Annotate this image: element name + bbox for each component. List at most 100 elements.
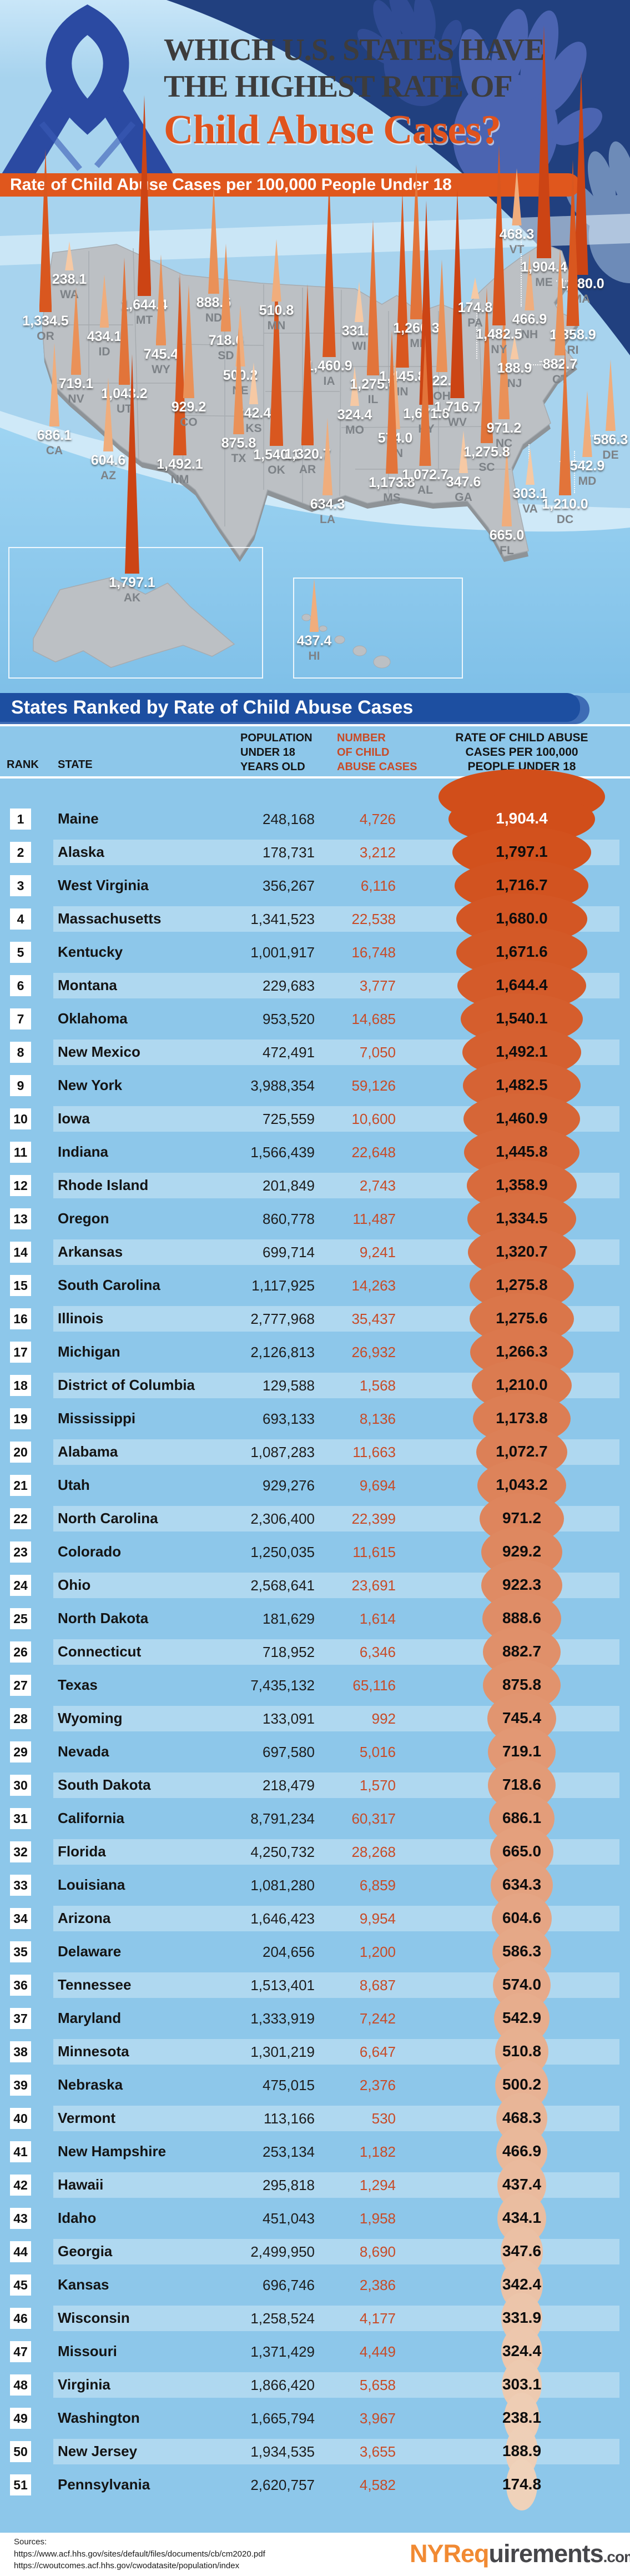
rate-cell-49: 238.1 xyxy=(502,2409,542,2426)
map-value-MD: 542.9 xyxy=(569,458,605,474)
map-abbr-TX: TX xyxy=(231,452,246,465)
population-cell-2: 178,731 xyxy=(263,844,315,861)
cases-cell-17: 26,932 xyxy=(351,1344,396,1360)
population-cell-45: 696,746 xyxy=(263,2277,315,2293)
cases-cell-1: 4,726 xyxy=(359,811,396,827)
logo-suffix: .com xyxy=(603,2548,630,2565)
rank-cell-32: 32 xyxy=(10,1841,31,1862)
map-value-DC: 1,210.0 xyxy=(542,496,588,512)
rate-cell-34: 604.6 xyxy=(502,1909,542,1926)
map-value-AL: 1,072.7 xyxy=(402,467,448,483)
cases-cell-25: 1,614 xyxy=(359,1610,396,1627)
population-cell-8: 472,491 xyxy=(263,1044,315,1061)
rate-cell-39: 500.2 xyxy=(502,2076,542,2093)
rate-cell-26: 882.7 xyxy=(502,1643,542,1660)
rank-cell-26: 26 xyxy=(10,1641,31,1663)
map-abbr-VA: VA xyxy=(522,503,538,515)
rank-cell-22: 22 xyxy=(10,1508,31,1529)
rate-cell-4: 1,680.0 xyxy=(496,910,548,927)
cases-cell-42: 1,294 xyxy=(359,2177,396,2193)
rank-cell-34: 34 xyxy=(10,1908,31,1929)
map-abbr-MO: MO xyxy=(345,424,364,436)
rank-cell-50: 50 xyxy=(10,2441,31,2462)
rank-cell-31: 31 xyxy=(10,1808,31,1829)
cases-cell-27: 65,116 xyxy=(352,1677,396,1694)
map-value-WA: 238.1 xyxy=(52,272,87,287)
state-cell-48: Virginia xyxy=(58,2376,110,2393)
cases-cell-5: 16,748 xyxy=(351,944,396,961)
rate-cell-41: 466.9 xyxy=(502,2142,542,2160)
rate-cell-9: 1,482.5 xyxy=(496,1076,548,1093)
population-cell-25: 181,629 xyxy=(263,1610,315,1627)
sources-label: Sources: xyxy=(14,2537,47,2547)
map-value-WY: 745.4 xyxy=(143,347,179,362)
map-abbr-ME: ME xyxy=(535,276,553,289)
leader-line xyxy=(528,364,563,365)
divider xyxy=(0,724,630,726)
state-cell-11: Indiana xyxy=(58,1143,109,1160)
rank-cell-47: 47 xyxy=(10,2341,31,2362)
map-abbr-IA: IA xyxy=(323,375,335,388)
population-cell-3: 356,267 xyxy=(263,877,315,894)
state-cell-36: Tennessee xyxy=(58,1976,132,1993)
cases-cell-50: 3,655 xyxy=(359,2443,396,2460)
map-abbr-CA: CA xyxy=(46,444,63,457)
rank-cell-19: 19 xyxy=(10,1408,31,1429)
rank-cell-1: 1 xyxy=(10,809,31,830)
awareness-ribbon-icon xyxy=(2,4,173,184)
cases-cell-24: 23,691 xyxy=(351,1577,396,1594)
rate-cell-14: 1,320.7 xyxy=(496,1243,548,1260)
rank-cell-11: 11 xyxy=(10,1142,31,1163)
cases-cell-30: 1,570 xyxy=(359,1777,396,1794)
state-cell-26: Connecticut xyxy=(58,1643,142,1660)
rank-cell-15: 15 xyxy=(10,1275,31,1296)
cases-cell-46: 4,177 xyxy=(359,2310,396,2327)
state-cell-38: Minnesota xyxy=(58,2043,129,2060)
state-cell-18: District of Columbia xyxy=(58,1377,195,1393)
population-cell-18: 129,588 xyxy=(263,1377,315,1394)
rate-cell-17: 1,266.3 xyxy=(496,1343,548,1360)
rank-cell-30: 30 xyxy=(10,1775,31,1796)
source-url-2[interactable]: https://cwoutcomes.acf.hhs.gov/cwodatasi… xyxy=(14,2561,240,2570)
rate-cell-16: 1,275.6 xyxy=(496,1309,548,1327)
cases-cell-23: 11,615 xyxy=(352,1544,396,1560)
state-cell-29: Nevada xyxy=(58,1743,109,1760)
population-cell-14: 699,714 xyxy=(263,1244,315,1261)
nyrequirements-logo[interactable]: NYRequirements.com xyxy=(410,2539,630,2568)
population-cell-10: 725,559 xyxy=(263,1111,315,1127)
state-cell-8: New Mexico xyxy=(58,1043,140,1060)
map-abbr-MS: MS xyxy=(383,491,401,504)
rank-cell-3: 3 xyxy=(10,875,31,896)
state-cell-41: New Hampshire xyxy=(58,2143,167,2160)
map-value-IN: 1,445.8 xyxy=(379,369,426,384)
state-cell-23: Colorado xyxy=(58,1543,122,1560)
rate-cell-24: 922.3 xyxy=(502,1576,542,1593)
rate-cell-38: 510.8 xyxy=(502,2042,542,2060)
cases-cell-21: 9,694 xyxy=(359,1477,396,1494)
rank-cell-12: 12 xyxy=(10,1175,31,1196)
cases-cell-2: 3,212 xyxy=(359,844,396,861)
cases-cell-14: 9,241 xyxy=(359,1244,396,1261)
rank-cell-37: 37 xyxy=(10,2008,31,2029)
cases-cell-40: 530 xyxy=(371,2110,396,2127)
leader-line xyxy=(588,435,615,436)
rate-cell-40: 468.3 xyxy=(502,2109,542,2126)
map-value-MI: 1,266.3 xyxy=(393,320,440,336)
map-abbr-LA: LA xyxy=(320,513,335,526)
source-url-1[interactable]: https://www.acf.hhs.gov/sites/default/fi… xyxy=(14,2549,265,2559)
rate-cell-44: 347.6 xyxy=(502,2242,542,2259)
population-cell-44: 2,499,950 xyxy=(250,2243,315,2260)
population-cell-35: 204,656 xyxy=(263,1944,315,1960)
map-value-AK: 1,797.1 xyxy=(109,575,155,590)
map-abbr-HI: HI xyxy=(308,650,320,662)
rank-cell-8: 8 xyxy=(10,1042,31,1063)
alaska-silhouette xyxy=(33,577,235,668)
map-value-PA: 174.8 xyxy=(457,300,493,315)
map-abbr-WI: WI xyxy=(352,340,366,353)
map-abbr-DE: DE xyxy=(602,449,619,461)
map-value-NV: 719.1 xyxy=(58,376,94,391)
map-abbr-WV: WV xyxy=(448,416,467,429)
map-abbr-WA: WA xyxy=(60,288,79,301)
state-cell-13: Oregon xyxy=(58,1210,109,1227)
map-spikes-layer: 238.1 WA 1,334.5 OR 686.1 CA 719.1 NV 434.1 ID 1,6… xyxy=(0,0,630,693)
